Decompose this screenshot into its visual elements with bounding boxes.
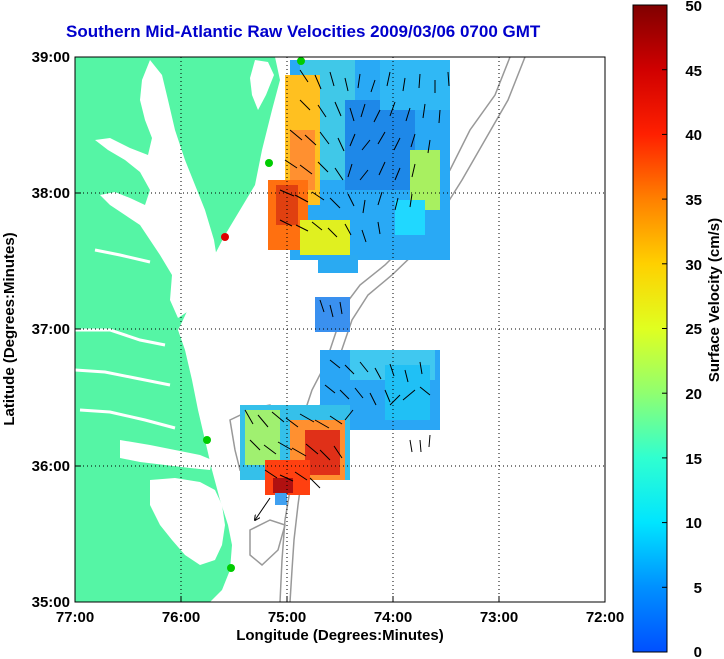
land-mass [75, 57, 280, 602]
y-tick-label: 37:00 [32, 321, 70, 338]
colorbar-tick-label: 25 [685, 321, 702, 338]
y-axis-label: Latitude (Degrees:Minutes) [1, 232, 18, 425]
colorbar-tick-label: 5 [694, 580, 702, 597]
colorbar-tick-label: 45 [685, 63, 702, 80]
x-tick-labels: 77:00 76:00 75:00 74:00 73:00 72:00 [56, 609, 624, 626]
x-tick-label: 73:00 [480, 609, 518, 626]
pamlico-sound [150, 478, 225, 565]
colorbar-tick-label: 15 [685, 451, 702, 468]
colorbar-tick-label: 40 [685, 127, 702, 144]
colorbar-label: Surface Velocity (cm/s) [706, 218, 723, 382]
x-tick-label: 76:00 [162, 609, 200, 626]
station-marker[interactable] [297, 57, 305, 65]
y-tick-label: 38:00 [32, 185, 70, 202]
chesapeake-bay [95, 60, 218, 318]
colorbar-tick-label: 10 [685, 515, 702, 532]
x-axis-label: Longitude (Degrees:Minutes) [236, 627, 444, 644]
x-tick-label: 74:00 [374, 609, 412, 626]
station-marker[interactable] [203, 436, 211, 444]
y-tick-label: 35:00 [32, 594, 70, 611]
colorbar-tick-label: 0 [694, 644, 702, 659]
colorbar-tick-label: 50 [685, 0, 702, 15]
x-tick-label: 72:00 [586, 609, 624, 626]
colorbar-gradient [632, 4, 668, 653]
x-tick-label: 77:00 [56, 609, 94, 626]
x-tick-label: 75:00 [268, 609, 306, 626]
river-channels [75, 248, 176, 430]
velocity-vectors [244, 69, 450, 520]
y-tick-label: 39:00 [32, 49, 70, 66]
colorbar-tick-label: 30 [685, 257, 702, 274]
station-marker[interactable] [227, 564, 235, 572]
station-marker[interactable] [221, 233, 229, 241]
delaware-bay [250, 60, 274, 110]
colorbar: 50 45 40 35 30 25 20 15 10 5 0 Surface V… [632, 0, 723, 659]
map-title: Southern Mid-Atlantic Raw Velocities 200… [66, 22, 541, 41]
grid-lines [75, 57, 605, 602]
y-tick-labels: 39:00 38:00 37:00 36:00 35:00 [32, 49, 70, 611]
y-tick-label: 36:00 [32, 458, 70, 475]
colorbar-tick-label: 35 [685, 192, 702, 209]
axis-ticks [75, 192, 500, 602]
hf-radar-stations [203, 57, 305, 572]
station-marker[interactable] [265, 159, 273, 167]
velocity-field-north [268, 60, 450, 332]
albemarle-sound [120, 440, 212, 470]
colorbar-tick-label: 20 [685, 386, 702, 403]
